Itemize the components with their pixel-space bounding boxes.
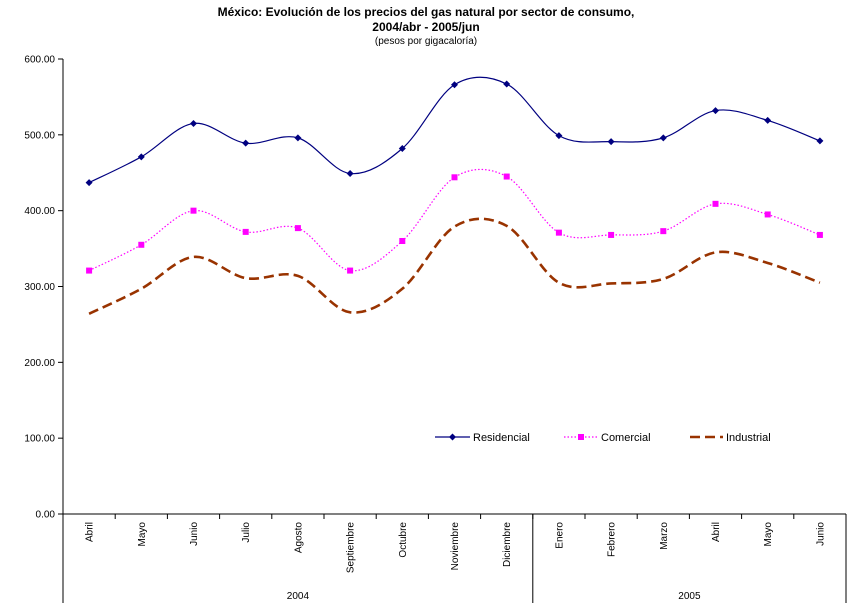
x-tick-label: Diciembre	[502, 522, 513, 567]
data-point-comercial	[608, 231, 615, 238]
x-tick-label: Noviembre	[450, 522, 461, 571]
data-point-comercial	[190, 207, 197, 214]
series-line-comercial	[88, 168, 821, 272]
x-tick-label: Mayo	[763, 522, 774, 547]
data-point-residencial	[816, 137, 824, 145]
x-tick-label: Mayo	[137, 522, 148, 547]
data-point-residencial	[607, 138, 615, 146]
y-tick-label: 600.00	[24, 55, 55, 66]
legend-label-residencial: Residencial	[473, 432, 530, 444]
data-point-comercial	[138, 241, 145, 248]
data-point-comercial	[764, 211, 771, 218]
data-point-comercial	[86, 267, 93, 274]
series-layer	[85, 76, 824, 315]
y-tick-label: 300.00	[24, 282, 55, 293]
data-point-comercial	[816, 231, 823, 238]
data-point-residencial	[190, 119, 197, 127]
data-point-comercial	[712, 200, 719, 207]
data-point-residencial	[137, 153, 145, 161]
data-point-comercial	[451, 174, 458, 181]
chart-subtitle: (pesos por gigacaloría)	[375, 36, 477, 47]
data-point-comercial	[660, 228, 667, 235]
data-point-comercial	[503, 173, 510, 180]
legend-label-comercial: Comercial	[601, 432, 651, 444]
data-point-residencial	[712, 107, 719, 115]
year-group-label: 2005	[678, 591, 701, 602]
data-point-comercial	[242, 228, 249, 235]
x-tick-label: Abril	[711, 522, 722, 542]
data-point-comercial	[399, 238, 406, 244]
x-tick-label: Octubre	[398, 522, 409, 558]
data-point-residencial	[346, 170, 354, 178]
y-axis: 0.00 100.00 200.00 300.00 400.00 500.00 600.00	[24, 55, 64, 521]
x-tick-label: Junio	[189, 522, 200, 546]
data-point-comercial	[347, 267, 354, 274]
legend-item-residencial: Residencial	[435, 432, 530, 444]
data-point-residencial	[85, 179, 93, 187]
data-point-comercial	[294, 225, 301, 232]
data-point-residencial	[659, 134, 667, 142]
legend-item-industrial: Industrial	[690, 432, 771, 444]
y-tick-label: 200.00	[24, 358, 55, 369]
series-line-residencial	[88, 76, 821, 184]
y-tick-label: 0.00	[36, 510, 56, 521]
chart-title-line1: México: Evolución de los precios del gas…	[218, 5, 635, 19]
x-tick-label: Septiembre	[346, 522, 357, 574]
x-tick-label: Febrero	[607, 522, 618, 557]
x-tick-label: Junio	[815, 522, 826, 546]
x-tick-label: Enero	[554, 522, 565, 549]
x-tick-label: Julio	[241, 522, 252, 543]
y-tick-label: 100.00	[24, 434, 55, 445]
y-tick-label: 400.00	[24, 206, 55, 217]
data-point-residencial	[294, 134, 302, 142]
x-tick-label: Marzo	[659, 522, 670, 550]
data-point-residencial	[451, 81, 458, 89]
legend-label-industrial: Industrial	[726, 432, 771, 444]
data-point-residencial	[503, 80, 511, 88]
chart-title-line2: 2004/abr - 2005/jun	[372, 20, 479, 34]
data-point-residencial	[242, 139, 250, 147]
data-point-residencial	[555, 132, 563, 140]
data-point-residencial	[764, 116, 772, 124]
data-point-comercial	[555, 229, 562, 236]
legend: Residencial Comercial Industrial	[435, 432, 771, 444]
data-point-residencial	[398, 144, 406, 152]
series-line-industrial	[88, 217, 821, 315]
legend-item-comercial: Comercial	[564, 432, 651, 444]
x-axis: Abril Mayo Junio Julio Agosto Septiembre Octub…	[62, 513, 847, 603]
x-tick-label: Abril	[85, 522, 96, 542]
x-tick-label: Agosto	[293, 522, 304, 554]
y-tick-label: 500.00	[24, 130, 55, 141]
year-group-label: 2004	[287, 591, 310, 602]
